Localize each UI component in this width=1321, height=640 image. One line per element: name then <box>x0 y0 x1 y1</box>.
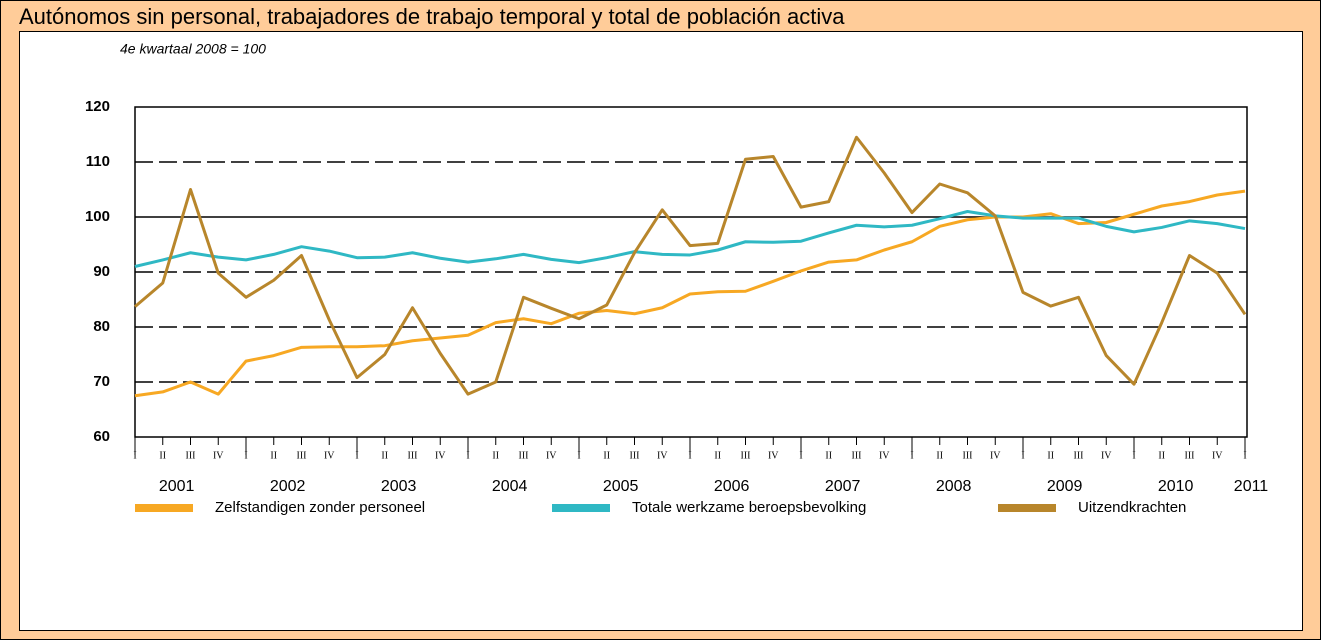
x-tick-label: III <box>741 450 751 461</box>
year-label: 2006 <box>714 478 750 495</box>
plot-frame <box>134 106 1248 438</box>
series-line <box>134 135 1247 396</box>
x-tick-label: III <box>297 450 307 461</box>
x-tick-label: IV <box>990 450 1001 461</box>
x-tick-label: III <box>1074 450 1084 461</box>
x-tick-label: I <box>910 450 913 461</box>
legend-swatch <box>998 504 1056 512</box>
year-label: 2007 <box>825 478 861 495</box>
legend-label: Totale werkzame beroepsbevolking <box>632 499 866 516</box>
x-tick-label: I <box>133 450 136 461</box>
year-label: 2002 <box>270 478 306 495</box>
legend-label: Uitzendkrachten <box>1078 499 1186 516</box>
x-tick-label: IV <box>546 450 557 461</box>
window-title: Autónomos sin personal, trabajadores de … <box>19 4 845 29</box>
year-label: 2008 <box>936 478 972 495</box>
x-tick-label: I <box>466 450 469 461</box>
year-label: 2011 <box>1234 478 1269 495</box>
x-tick-label: IV <box>768 450 779 461</box>
year-label: 2005 <box>603 478 639 495</box>
y-tick-label: 120 <box>85 98 110 115</box>
x-tick-label: IV <box>879 450 890 461</box>
year-label: 2001 <box>159 478 195 495</box>
legend-swatch <box>135 504 193 512</box>
x-tick-label: IV <box>435 450 446 461</box>
y-tick-label: 110 <box>86 153 110 170</box>
x-tick-label: IV <box>213 450 224 461</box>
x-tick-label: IV <box>657 450 668 461</box>
y-tick-label: 100 <box>85 208 110 225</box>
year-label: 2009 <box>1047 478 1083 495</box>
x-tick-label: III <box>408 450 418 461</box>
x-tick-label: III <box>963 450 973 461</box>
x-tick-label: I <box>355 450 358 461</box>
y-tick-label: 70 <box>93 373 110 390</box>
x-tick-label: I <box>1132 450 1135 461</box>
y-tick-label: 60 <box>93 428 110 445</box>
x-tick-label: II <box>714 450 721 461</box>
x-tick-label: II <box>492 450 499 461</box>
x-tick-label: I <box>1243 450 1246 461</box>
panel <box>19 31 1303 631</box>
x-tick-label: III <box>852 450 862 461</box>
series-line <box>134 210 1246 268</box>
x-tick-label: II <box>825 450 832 461</box>
x-tick-label: II <box>936 450 943 461</box>
legend-swatch <box>552 504 610 512</box>
x-tick-label: I <box>244 450 247 461</box>
x-tick-label: II <box>270 450 277 461</box>
x-tick-label: II <box>1158 450 1165 461</box>
x-tick-label: II <box>603 450 610 461</box>
legend-label: Zelfstandigen zonder personeel <box>215 499 425 516</box>
x-tick-label: II <box>1047 450 1054 461</box>
chart-subtitle: 4e kwartaal 2008 = 100 <box>120 41 266 57</box>
x-tick-label: IV <box>1212 450 1223 461</box>
x-tick-label: I <box>1021 450 1024 461</box>
year-label: 2010 <box>1158 478 1194 495</box>
y-tick-label: 80 <box>93 318 110 335</box>
x-tick-label: I <box>688 450 691 461</box>
x-tick-label: III <box>519 450 529 461</box>
x-tick-label: III <box>630 450 640 461</box>
x-tick-label: IV <box>324 450 335 461</box>
x-tick-label: III <box>186 450 196 461</box>
y-tick-label: 90 <box>93 263 110 280</box>
x-tick-label: II <box>159 450 166 461</box>
x-tick-label: III <box>1185 450 1195 461</box>
series-line <box>134 189 1246 398</box>
x-tick-label: I <box>799 450 802 461</box>
year-label: 2003 <box>381 478 417 495</box>
year-label: 2004 <box>492 478 528 495</box>
x-tick-label: II <box>381 450 388 461</box>
x-tick-label: I <box>577 450 580 461</box>
x-tick-label: IV <box>1101 450 1112 461</box>
